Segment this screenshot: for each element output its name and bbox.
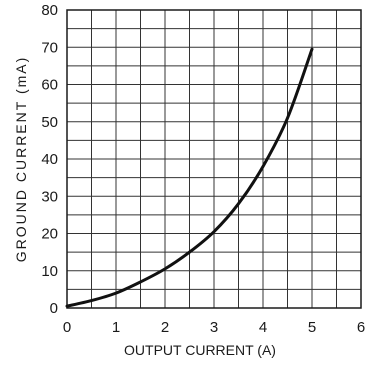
x-axis-label: OUTPUT CURRENT (A) (124, 342, 276, 358)
chart-grid (66, 9, 362, 309)
x-tick-label: 4 (259, 319, 267, 336)
y-tick-label: 20 (41, 226, 58, 243)
y-tick-label: 10 (41, 263, 58, 280)
x-tick-label: 3 (210, 319, 218, 336)
x-tick-label: 2 (161, 319, 169, 336)
series-line (65, 47, 314, 308)
y-tick-label: 0 (50, 300, 58, 317)
plot-frame (66, 9, 362, 309)
x-tick-label: 5 (308, 319, 316, 336)
y-tick-label: 50 (41, 114, 58, 131)
y-axis-label: GROUND CURRENT (mA) (13, 56, 29, 263)
y-tick-label: 80 (41, 2, 58, 19)
x-tick-labels: 0 1 2 3 4 5 6 (63, 319, 365, 336)
x-tick-label: 1 (112, 319, 120, 336)
x-tick-label: 6 (357, 319, 365, 336)
y-tick-labels: 0 10 20 30 40 50 60 70 80 (41, 2, 58, 317)
x-tick-label: 0 (63, 319, 71, 336)
y-tick-label: 60 (41, 77, 58, 94)
series-line-group (65, 47, 314, 308)
y-tick-label: 70 (41, 39, 58, 56)
y-tick-label: 40 (41, 151, 58, 168)
y-tick-label: 30 (41, 188, 58, 205)
